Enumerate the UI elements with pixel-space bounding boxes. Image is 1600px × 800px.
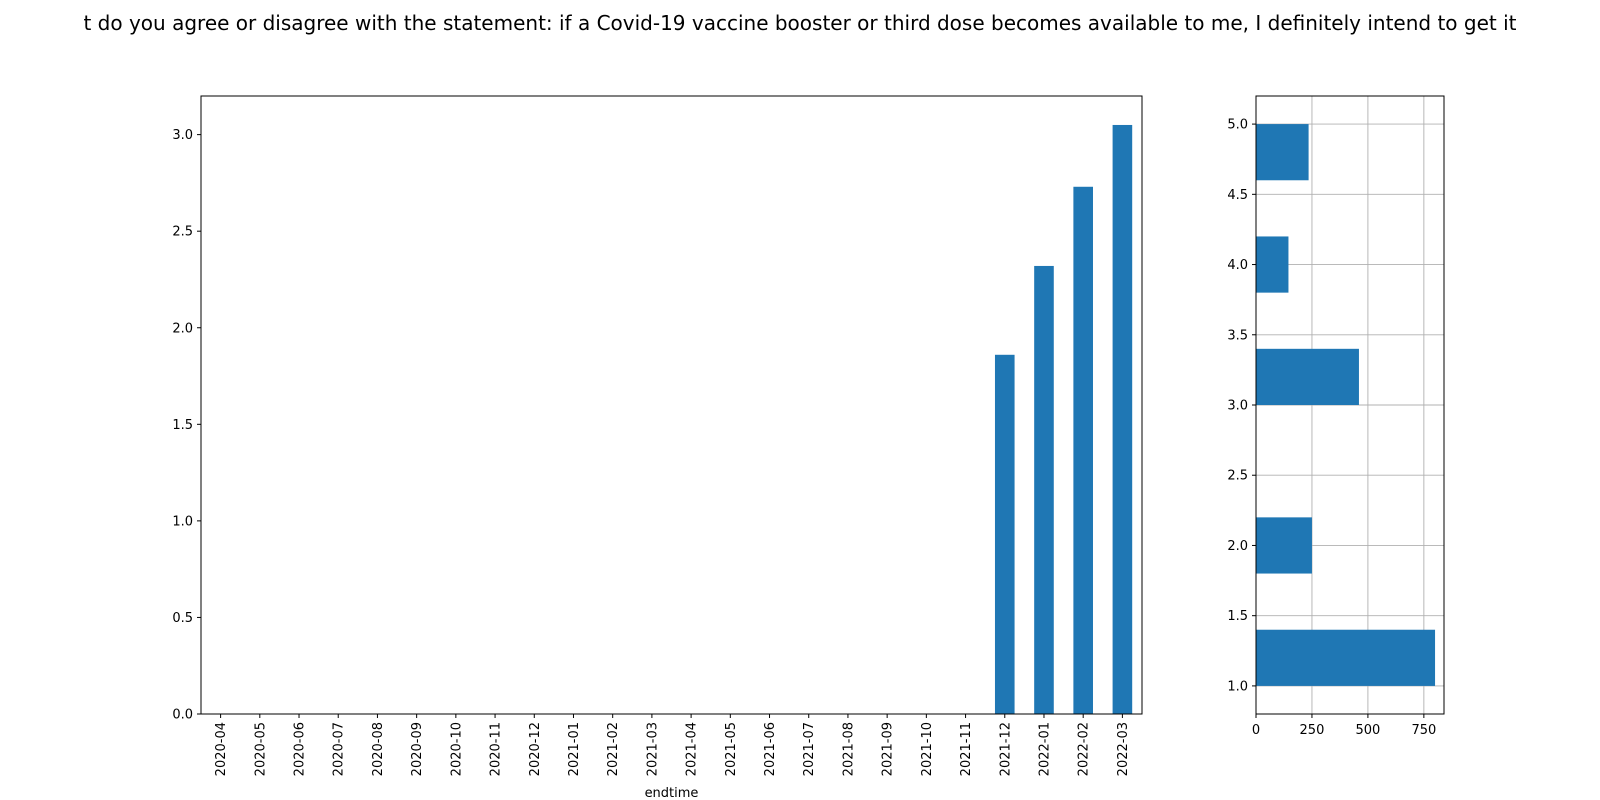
x-tick-label: 2022-01 <box>1037 722 1052 776</box>
histogram-bar <box>1256 517 1312 574</box>
x-tick-label: 2021-05 <box>724 722 739 776</box>
x-tick-label: 2022-03 <box>1116 722 1131 776</box>
x-tick-label: 500 <box>1355 723 1380 738</box>
y-tick-label: 2.5 <box>172 225 193 240</box>
y-tick-label: 3.0 <box>1227 399 1248 414</box>
x-tick-label: 2021-03 <box>645 722 660 776</box>
x-tick-label: 2020-06 <box>293 722 308 776</box>
y-tick-label: 4.5 <box>1227 188 1248 203</box>
main-bar-chart: 0.0 0.5 1.0 1.5 2.0 2.5 3.0 2020-04 2020-05 2020-… <box>172 95 1143 800</box>
x-tick-label: 2021-02 <box>606 722 621 776</box>
side-histogram: 1.0 1.5 2.0 2.5 3.0 3.5 4.0 4.5 5.0 0 250 500 750 <box>1227 95 1445 738</box>
x-tick-label: 2020-04 <box>214 722 229 776</box>
y-tick-label: 2.0 <box>172 321 193 336</box>
bar <box>1073 186 1093 715</box>
y-tick-label: 3.0 <box>172 128 193 143</box>
bar <box>1034 265 1054 714</box>
y-tick-label: 2.0 <box>1227 539 1248 554</box>
chart-title: t do you agree or disagree with the stat… <box>83 11 1517 35</box>
histogram-bar <box>1256 124 1309 181</box>
y-tick-label: 1.5 <box>1227 609 1248 624</box>
y-tick-label: 1.0 <box>172 514 193 529</box>
x-tick-label: 2020-12 <box>528 722 543 776</box>
y-tick-label: 3.5 <box>1227 328 1248 343</box>
x-tick-label: 2021-09 <box>881 722 896 776</box>
x-tick-label: 2021-10 <box>920 722 935 776</box>
x-tick-label: 2021-01 <box>567 722 582 776</box>
x-tick-label: 2021-11 <box>959 722 974 776</box>
x-tick-label: 2021-12 <box>998 722 1013 776</box>
x-tick-label: 2020-09 <box>410 722 425 776</box>
x-axis-label: endtime <box>645 786 699 800</box>
y-tick-label: 0.5 <box>172 611 193 626</box>
x-tick-label: 2021-06 <box>763 722 778 776</box>
histogram-bar <box>1256 629 1436 686</box>
x-tick-label: 2020-11 <box>489 722 504 776</box>
bar <box>994 354 1015 714</box>
y-tick-label: 4.0 <box>1227 258 1248 273</box>
x-tick-label: 2021-08 <box>841 722 856 776</box>
x-tick-label: 2020-07 <box>332 722 347 776</box>
bar <box>1112 124 1133 714</box>
x-tick-label: 2020-10 <box>449 722 464 776</box>
x-tick-label: 750 <box>1411 723 1436 738</box>
y-tick-label: 2.5 <box>1227 469 1248 484</box>
plot-frame <box>200 95 1143 715</box>
y-tick-label: 5.0 <box>1227 118 1248 133</box>
x-tick-label: 2020-08 <box>371 722 386 776</box>
y-tick-label: 1.5 <box>172 418 193 433</box>
y-tick-label: 0.0 <box>172 708 193 723</box>
histogram-bar <box>1256 236 1289 293</box>
x-tick-label: 2021-07 <box>802 722 817 776</box>
x-tick-label: 250 <box>1300 723 1325 738</box>
x-tick-label: 2020-05 <box>253 722 268 776</box>
x-tick-label: 0 <box>1252 723 1260 738</box>
x-tick-label: 2021-04 <box>685 722 700 776</box>
histogram-bar <box>1256 348 1359 405</box>
x-tick-label: 2022-02 <box>1077 722 1092 776</box>
y-tick-label: 1.0 <box>1227 679 1248 694</box>
